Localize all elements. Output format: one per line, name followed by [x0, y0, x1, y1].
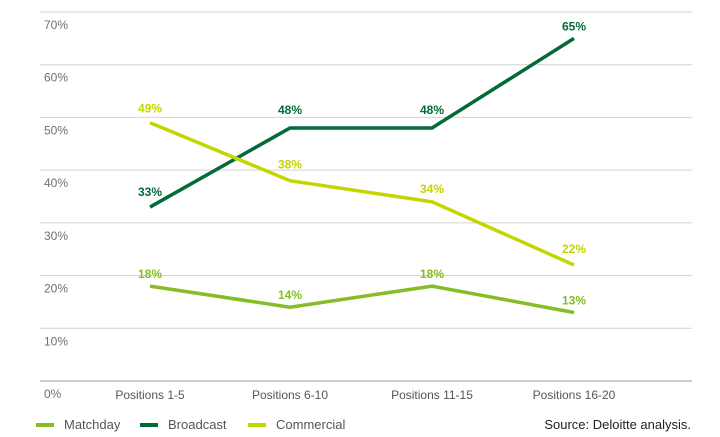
data-label-commercial: 38% — [278, 158, 302, 172]
series-lines — [149, 36, 575, 315]
data-label-commercial: 34% — [420, 182, 444, 196]
data-label-broadcast: 48% — [420, 103, 444, 117]
y-tick-label: 40% — [44, 176, 68, 190]
data-label-broadcast: 65% — [562, 19, 586, 33]
data-label-commercial: 22% — [562, 242, 586, 256]
data-label-matchday: 18% — [420, 267, 444, 281]
data-label-matchday: 18% — [138, 267, 162, 281]
series-line-commercial — [149, 121, 575, 267]
data-label-broadcast: 48% — [278, 103, 302, 117]
y-tick-label: 50% — [44, 123, 68, 137]
x-axis-tick-labels: Positions 1-5 Positions 6-10 Positions 11-… — [115, 388, 615, 402]
series-line-matchday — [149, 284, 575, 315]
y-tick-label: 60% — [44, 71, 68, 85]
y-tick-label: 10% — [44, 334, 68, 348]
y-tick-label: 30% — [44, 229, 68, 243]
data-label-matchday: 13% — [562, 293, 586, 307]
x-tick-label: Positions 1-5 — [115, 388, 185, 402]
data-label-matchday: 14% — [278, 288, 302, 302]
legend-label-broadcast: Broadcast — [168, 417, 227, 432]
data-label-commercial: 49% — [138, 102, 162, 116]
x-tick-label: Positions 11-15 — [391, 388, 473, 402]
y-axis-tick-labels: 0% 10% 20% 30% 40% 50% 60% 70% — [44, 18, 68, 401]
y-tick-label: 20% — [44, 282, 68, 296]
gridlines — [40, 11, 692, 382]
y-tick-label: 70% — [44, 18, 68, 32]
legend-label-matchday: Matchday — [64, 417, 121, 432]
legend-label-commercial: Commercial — [276, 417, 345, 432]
data-label-broadcast: 33% — [138, 185, 162, 199]
y-tick-label: 0% — [44, 387, 62, 401]
x-tick-label: Positions 6-10 — [252, 388, 328, 402]
source-note: Source: Deloitte analysis. — [544, 417, 691, 432]
x-tick-label: Positions 16-20 — [533, 388, 616, 402]
data-labels: 18% 14% 18% 13% 33% 48% 48% 65% 49% 38% 34% 22% — [138, 19, 586, 307]
series-line-broadcast — [149, 36, 575, 209]
legend: Matchday Broadcast Commercial — [36, 417, 345, 432]
